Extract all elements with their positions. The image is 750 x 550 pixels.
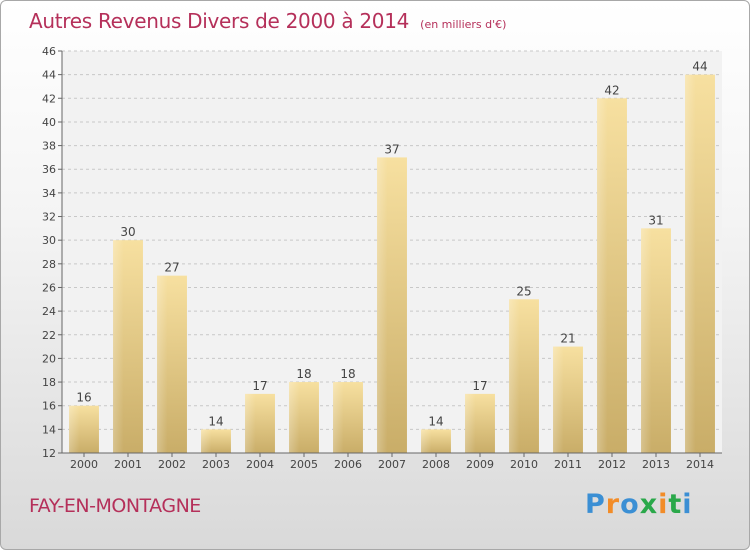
commune-name: FAY-EN-MONTAGNE	[29, 495, 201, 517]
y-tick-label: 46	[42, 45, 56, 58]
y-tick-label: 16	[42, 400, 56, 413]
bar-highlight-2013	[641, 228, 652, 453]
data-label-2005: 18	[296, 367, 311, 381]
bar-highlight-2011	[553, 346, 564, 453]
bar-highlight-2006	[333, 382, 344, 453]
logo-letter: x	[639, 489, 659, 520]
chart-header: Autres Revenus Divers de 2000 à 2014 (en…	[29, 9, 506, 33]
y-tick-label: 26	[42, 281, 56, 294]
bar-highlight-2001	[113, 240, 124, 453]
data-label-2004: 17	[252, 379, 267, 393]
chart-subtitle: (en milliers d'€)	[420, 18, 507, 31]
logo-letter: t	[668, 489, 683, 520]
data-label-2008: 14	[428, 414, 443, 428]
x-tick-label-2013: 2013	[642, 458, 670, 471]
x-axis-ticks: 2000 2001 2002 2003 2004 2005 2006 2007 2008 2009…	[70, 453, 714, 471]
data-label-2000: 16	[76, 391, 91, 405]
x-tick-label-2002: 2002	[158, 458, 186, 471]
data-label-2009: 17	[472, 379, 487, 393]
y-tick-label: 34	[42, 187, 56, 200]
y-tick-label: 38	[42, 140, 56, 153]
x-tick-label-2006: 2006	[334, 458, 362, 471]
proxiti-logo: Proxiti	[585, 489, 693, 520]
x-tick-label-2012: 2012	[598, 458, 626, 471]
y-tick-label: 14	[42, 423, 56, 436]
data-label-2001: 30	[120, 225, 135, 239]
x-tick-label-2000: 2000	[70, 458, 98, 471]
x-tick-label-2003: 2003	[202, 458, 230, 471]
bar-highlight-2008	[421, 429, 432, 453]
data-label-2007: 37	[384, 142, 399, 156]
bar-highlight-2003	[201, 429, 212, 453]
x-tick-label-2009: 2009	[466, 458, 494, 471]
data-label-2012: 42	[604, 83, 619, 97]
y-axis-ticks: 12 14 16 18 20 22 24 26 28 30 32 34 36 38 40 42 44 46	[42, 45, 62, 460]
x-tick-label-2007: 2007	[378, 458, 406, 471]
data-label-2003: 14	[208, 414, 223, 428]
y-tick-label: 40	[42, 116, 56, 129]
bar-highlight-2002	[157, 275, 168, 453]
bar-highlight-2004	[245, 393, 256, 453]
y-tick-label: 42	[42, 92, 56, 105]
logo-letter: r	[605, 489, 621, 520]
y-tick-label: 20	[42, 352, 56, 365]
y-tick-label: 30	[42, 234, 56, 247]
data-label-2011: 21	[560, 332, 575, 346]
bar-highlight-2014	[685, 74, 696, 453]
data-label-2006: 18	[340, 367, 355, 381]
logo-letter: i	[658, 489, 669, 520]
y-tick-label: 24	[42, 305, 56, 318]
chart-title: Autres Revenus Divers de 2000 à 2014	[29, 9, 410, 33]
x-tick-label-2005: 2005	[290, 458, 318, 471]
data-labels: 16 30 27 14 17 18 18 37 14 17 25 21 42 31 44	[76, 60, 707, 429]
bar-highlight-2005	[289, 382, 300, 453]
x-tick-label-2011: 2011	[554, 458, 582, 471]
logo-letter: P	[585, 489, 606, 520]
x-tick-label-2004: 2004	[246, 458, 274, 471]
y-tick-label: 28	[42, 258, 56, 271]
logo-letter: i	[682, 489, 693, 520]
x-tick-label-2010: 2010	[510, 458, 538, 471]
x-tick-label-2001: 2001	[114, 458, 142, 471]
bar-highlight-2012	[597, 98, 608, 453]
bar-highlight-2007	[377, 157, 388, 454]
y-tick-label: 22	[42, 329, 56, 342]
bars	[69, 74, 715, 454]
y-tick-label: 32	[42, 211, 56, 224]
y-tick-label: 12	[42, 447, 56, 460]
data-label-2013: 31	[648, 213, 663, 227]
logo-letter: o	[620, 489, 640, 520]
data-label-2014: 44	[692, 60, 707, 74]
y-tick-label: 36	[42, 163, 56, 176]
x-tick-label-2014: 2014	[686, 458, 714, 471]
x-tick-label-2008: 2008	[422, 458, 450, 471]
bar-highlight-2009	[465, 393, 476, 453]
bar-highlight-2000	[69, 405, 80, 453]
data-label-2010: 25	[516, 284, 531, 298]
bar-highlight-2010	[509, 299, 520, 453]
data-label-2002: 27	[164, 261, 179, 275]
y-tick-label: 18	[42, 376, 56, 389]
y-tick-label: 44	[42, 69, 56, 82]
